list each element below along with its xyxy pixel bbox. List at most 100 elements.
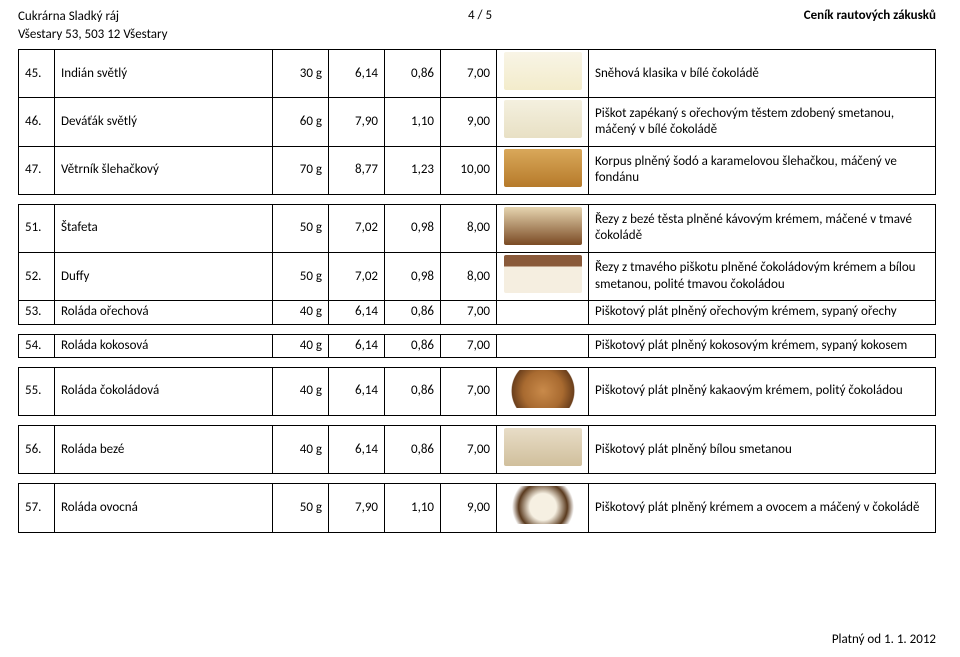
product-thumb: [504, 149, 582, 187]
product-description: Piškotový plát plněný kokosovým krémem, …: [589, 334, 936, 357]
row-number: 53.: [19, 301, 55, 324]
weight: 70 g: [273, 146, 329, 194]
product-thumb-cell: [497, 253, 589, 301]
weight: 40 g: [273, 334, 329, 357]
weight: 50 g: [273, 484, 329, 532]
weight: 50 g: [273, 253, 329, 301]
company-name: Cukrárna Sladký ráj: [18, 8, 168, 26]
weight: 50 g: [273, 204, 329, 252]
price-vat: 0,86: [385, 367, 441, 415]
weight: 40 g: [273, 301, 329, 324]
product-description: Piškotový plát plněný ořechovým krémem, …: [589, 301, 936, 324]
table-row: 55.Roláda čokoládová40 g6,140,867,00Pišk…: [19, 367, 936, 415]
product-thumb-cell: [497, 301, 589, 324]
price-net: 7,90: [329, 98, 385, 146]
product-description: Sněhová klasika v bílé čokoládě: [589, 50, 936, 98]
product-thumb-cell: [497, 334, 589, 357]
product-name: Roláda kokosová: [55, 334, 273, 357]
row-number: 46.: [19, 98, 55, 146]
product-thumb-cell: [497, 50, 589, 98]
product-description: Piškotový plát plněný kakaovým krémem, p…: [589, 367, 936, 415]
row-number: 52.: [19, 253, 55, 301]
row-number: 47.: [19, 146, 55, 194]
page-number: 4 / 5: [468, 8, 492, 23]
product-name: Roláda ovocná: [55, 484, 273, 532]
row-number: 56.: [19, 426, 55, 474]
price-gross: 9,00: [441, 98, 497, 146]
product-name: Indián světlý: [55, 50, 273, 98]
table-row: 45.Indián světlý30 g6,140,867,00 Sněhová …: [19, 50, 936, 98]
product-thumb: [504, 52, 582, 90]
product-name: Roláda bezé: [55, 426, 273, 474]
price-gross: 7,00: [441, 301, 497, 324]
table-row: 56.Roláda bezé40 g6,140,867,00Piškotový …: [19, 426, 936, 474]
price-vat: 0,86: [385, 50, 441, 98]
product-thumb-cell: [497, 367, 589, 415]
row-number: 54.: [19, 334, 55, 357]
price-vat: 0,86: [385, 426, 441, 474]
table-row: 47.Větrník šlehačkový70 g8,771,2310,00 Ko…: [19, 146, 936, 194]
product-description: Řezy z tmavého piškotu plněné čokoládový…: [589, 253, 936, 301]
weight: 30 g: [273, 50, 329, 98]
product-thumb: [504, 370, 582, 408]
product-description: Řezy z bezé těsta plněné kávovým krémem,…: [589, 204, 936, 252]
product-thumb: [504, 100, 582, 138]
price-gross: 9,00: [441, 484, 497, 532]
price-net: 6,14: [329, 426, 385, 474]
product-description: Korpus plněný šodó a karamelovou šlehačk…: [589, 146, 936, 194]
row-number: 51.: [19, 204, 55, 252]
price-vat: 0,98: [385, 253, 441, 301]
product-thumb-cell: [497, 98, 589, 146]
page-header: Cukrárna Sladký ráj Všestary 53, 503 12 …: [18, 8, 936, 43]
table-row: 57.Roláda ovocná50 g7,901,109,00 Piškotov…: [19, 484, 936, 532]
header-left: Cukrárna Sladký ráj Všestary 53, 503 12 …: [18, 8, 168, 43]
price-gross: 7,00: [441, 426, 497, 474]
price-net: 7,90: [329, 484, 385, 532]
product-description: Piškot zapékaný s ořechovým těstem zdobe…: [589, 98, 936, 146]
table-row: 53.Roláda ořechová40 g6,140,867,00Piškot…: [19, 301, 936, 324]
product-name: Větrník šlehačkový: [55, 146, 273, 194]
product-name: Roláda ořechová: [55, 301, 273, 324]
row-number: 57.: [19, 484, 55, 532]
product-description: Piškotový plát plněný bílou smetanou: [589, 426, 936, 474]
product-thumb-cell: [497, 426, 589, 474]
product-thumb: [504, 255, 582, 293]
product-name: Deváťák světlý: [55, 98, 273, 146]
price-vat: 0,86: [385, 334, 441, 357]
product-thumb: [504, 486, 582, 524]
table-row: 46.Deváťák světlý60 g7,901,109,00 Piškot …: [19, 98, 936, 146]
price-gross: 7,00: [441, 50, 497, 98]
price-vat: 1,10: [385, 484, 441, 532]
price-vat: 0,86: [385, 301, 441, 324]
row-number: 45.: [19, 50, 55, 98]
price-net: 6,14: [329, 50, 385, 98]
company-address: Všestary 53, 503 12 Všestary: [18, 26, 168, 44]
price-net: 6,14: [329, 367, 385, 415]
product-name: Duffy: [55, 253, 273, 301]
product-thumb: [504, 207, 582, 245]
product-thumb-cell: [497, 484, 589, 532]
price-gross: 8,00: [441, 253, 497, 301]
table-row: 52.Duffy50 g7,020,988,00Řezy z tmavého p…: [19, 253, 936, 301]
price-net: 6,14: [329, 334, 385, 357]
price-gross: 10,00: [441, 146, 497, 194]
row-number: 55.: [19, 367, 55, 415]
price-vat: 1,23: [385, 146, 441, 194]
product-thumb: [504, 428, 582, 466]
document-title: Ceník rautových zákusků: [804, 8, 936, 23]
price-net: 8,77: [329, 146, 385, 194]
price-net: 7,02: [329, 204, 385, 252]
price-gross: 7,00: [441, 367, 497, 415]
price-gross: 7,00: [441, 334, 497, 357]
price-table: 45.Indián světlý30 g6,140,867,00Sněhová …: [18, 49, 936, 533]
price-vat: 0,98: [385, 204, 441, 252]
price-vat: 1,10: [385, 98, 441, 146]
table-row: 54.Roláda kokosová40 g6,140,867,00 Piškot…: [19, 334, 936, 357]
weight: 40 g: [273, 367, 329, 415]
product-name: Štafeta: [55, 204, 273, 252]
product-description: Piškotový plát plněný krémem a ovocem a …: [589, 484, 936, 532]
footer-valid-from: Platný od 1. 1. 2012: [832, 632, 936, 647]
weight: 60 g: [273, 98, 329, 146]
product-thumb-cell: [497, 146, 589, 194]
product-thumb-cell: [497, 204, 589, 252]
